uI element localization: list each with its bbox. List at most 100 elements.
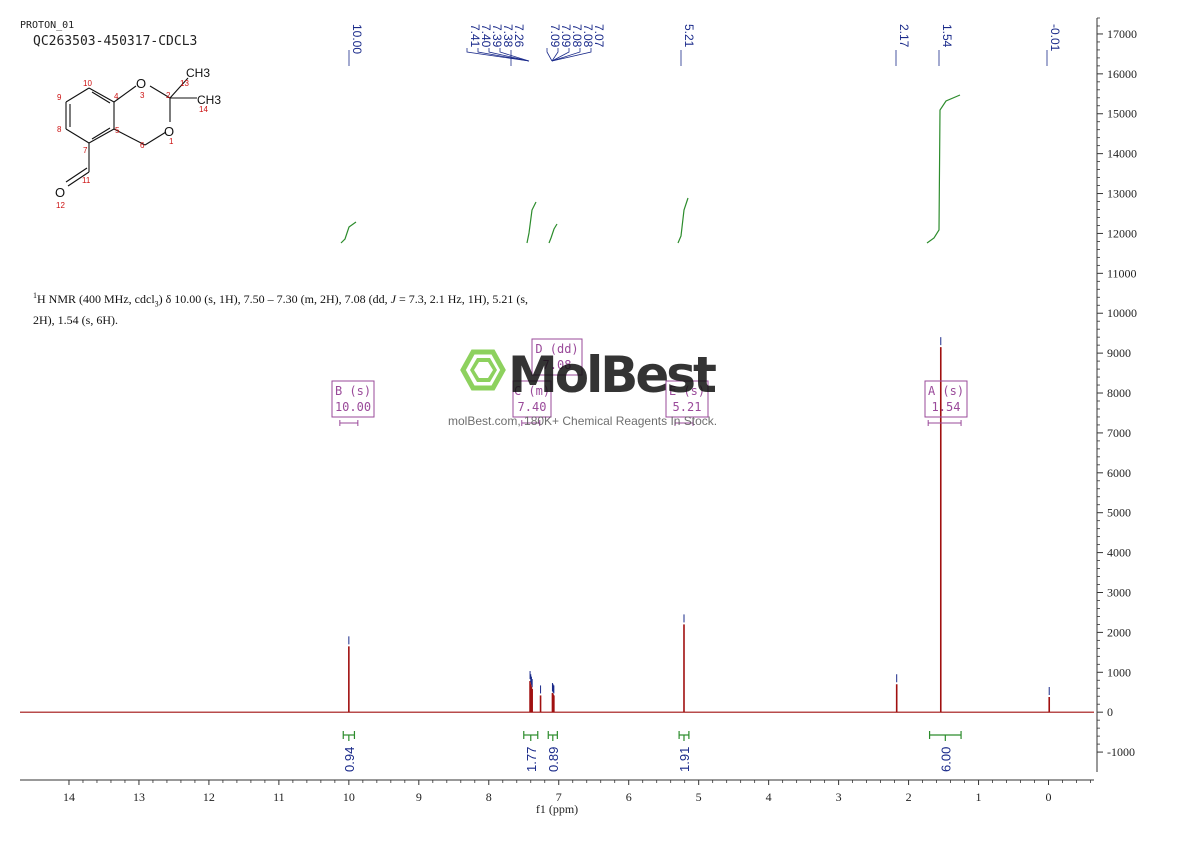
atom-o1: O xyxy=(164,124,174,139)
y-tick-label: -1000 xyxy=(1107,745,1135,759)
integral-value: 1.77 xyxy=(524,747,539,772)
y-tick-label: 11000 xyxy=(1107,266,1137,280)
y-tick-label: 8000 xyxy=(1107,386,1131,400)
peak-label: 7.09 xyxy=(548,24,562,48)
multiplet-boxes-layer: B (s) 10.00 C (m) 7.40 D (dd) 7.08 E (s) 5.21 A … xyxy=(331,338,968,426)
y-tick-label: 7000 xyxy=(1107,426,1131,440)
peak-leader xyxy=(551,48,581,62)
multiplet-type: E (s) xyxy=(669,384,705,398)
integral-curve xyxy=(548,223,558,244)
multiplet-shift: 1.54 xyxy=(932,400,961,414)
multiplet-type: A (s) xyxy=(928,384,964,398)
integral-value: 1.91 xyxy=(677,747,692,772)
watermark-brand: MolBest xyxy=(508,346,716,404)
multiplet-box xyxy=(512,380,552,418)
x-tick-label: 3 xyxy=(836,790,842,804)
multiplet-shift: 10.00 xyxy=(335,400,371,414)
svg-text:11: 11 xyxy=(82,176,91,185)
peak-leader xyxy=(466,48,530,62)
atom-ch3-14: CH3 xyxy=(197,93,221,107)
x-tick-label: 4 xyxy=(766,790,772,804)
peak-leader xyxy=(499,48,530,62)
peak-label: 7.26 xyxy=(512,24,526,48)
peak-leader xyxy=(551,48,570,62)
y-tick-label: 10000 xyxy=(1107,306,1137,320)
y-tick-label: 6000 xyxy=(1107,466,1131,480)
integral-value: 0.94 xyxy=(342,747,357,772)
atom-ch3-13: CH3 xyxy=(186,66,210,80)
y-tick-label: 1000 xyxy=(1107,665,1131,679)
svg-text:12: 12 xyxy=(56,201,65,210)
y-tick-label: 14000 xyxy=(1107,147,1137,161)
molbest-logo-icon xyxy=(460,349,506,391)
x-tick-label: 7 xyxy=(556,790,562,804)
integral-value: 0.89 xyxy=(546,747,561,772)
y-tick-label: 4000 xyxy=(1107,546,1131,560)
svg-text:14: 14 xyxy=(199,105,208,114)
integral-curve xyxy=(677,197,689,244)
y-tick-label: 2000 xyxy=(1107,625,1131,639)
x-tick-label: 10 xyxy=(343,790,355,804)
peak-label: 2.17 xyxy=(897,24,911,48)
peak-label: 7.39 xyxy=(490,24,504,48)
y-tick-label: 13000 xyxy=(1107,187,1137,201)
multiplet-box xyxy=(531,338,583,376)
multiplet-shift: 7.08 xyxy=(543,358,572,372)
svg-text:1: 1 xyxy=(169,137,174,146)
atom-o3: O xyxy=(136,76,146,91)
peak-label: 10.00 xyxy=(350,24,364,54)
svg-text:9: 9 xyxy=(57,93,62,102)
peak-label: 7.41 xyxy=(468,24,482,48)
x-tick-label: 5 xyxy=(696,790,702,804)
svg-text:4: 4 xyxy=(114,92,119,101)
multiplet-box xyxy=(331,380,375,418)
integral-curve xyxy=(340,221,357,244)
svg-text:3: 3 xyxy=(140,91,145,100)
x-tick-label: 12 xyxy=(203,790,215,804)
peak-label: 7.38 xyxy=(501,24,515,48)
peak-leader xyxy=(546,48,553,62)
peak-labels-layer: 10.00 7.417.407.397.387.26 7.097.097.087.0… xyxy=(348,24,1062,66)
svg-text:10: 10 xyxy=(83,79,92,88)
x-tick-label: 2 xyxy=(906,790,912,804)
y-tick-label: 17000 xyxy=(1107,27,1137,41)
peak-label: 5.21 xyxy=(682,24,696,48)
peak-label: 7.40 xyxy=(479,24,493,48)
multiplet-type: D (dd) xyxy=(535,342,578,356)
x-tick-label: 11 xyxy=(273,790,285,804)
x-tick-label: 8 xyxy=(486,790,492,804)
x-tick-label: 6 xyxy=(626,790,632,804)
svg-text:13: 13 xyxy=(180,79,189,88)
svg-text:2: 2 xyxy=(166,91,171,100)
multiplet-box xyxy=(924,380,968,418)
svg-text:5: 5 xyxy=(115,126,120,135)
integral-curves-layer xyxy=(340,94,961,244)
structure-labels: O O O CH3 CH3 3 1 12 13 14 10 9 8 7 4 5 … xyxy=(55,66,221,210)
peak-leader xyxy=(488,48,530,62)
sample-name: QC263503-450317-CDCL3 xyxy=(33,34,198,49)
multiplet-type: C (m) xyxy=(514,384,550,398)
y-tick-label: 15000 xyxy=(1107,107,1137,121)
integral-value: 6.00 xyxy=(938,747,953,772)
peak-label: 7.08 xyxy=(570,24,584,48)
peak-label: 7.09 xyxy=(559,24,573,48)
peak-leader xyxy=(551,48,592,62)
watermark-tagline: molBest.com, 180K+ Chemical Reagents In … xyxy=(448,414,718,428)
y-tick-label: 9000 xyxy=(1107,346,1131,360)
x-tick-label: 0 xyxy=(1046,790,1052,804)
svg-text:7: 7 xyxy=(83,146,88,155)
peak-leader xyxy=(551,48,559,62)
experiment-name: PROTON_01 xyxy=(20,20,75,31)
axes-layer: 14 13 12 11 10 9 8 7 6 5 4 3 2 1 0f1 (ppm)170001600015… xyxy=(20,17,1137,816)
peak-label: 7.08 xyxy=(581,24,595,48)
x-tick-label: 1 xyxy=(976,790,982,804)
multiplet-box xyxy=(665,380,709,418)
y-tick-label: 5000 xyxy=(1107,506,1131,520)
svg-text:8: 8 xyxy=(57,125,62,134)
peak-label: 1.54 xyxy=(940,24,954,48)
y-tick-label: 3000 xyxy=(1107,585,1131,599)
multiplet-shift: 5.21 xyxy=(673,400,702,414)
nmr-description: 1H NMR (400 MHz, cdcl3) δ 10.00 (s, 1H),… xyxy=(33,291,529,328)
multiplet-shift: 7.40 xyxy=(518,400,547,414)
svg-text:6: 6 xyxy=(140,141,145,150)
